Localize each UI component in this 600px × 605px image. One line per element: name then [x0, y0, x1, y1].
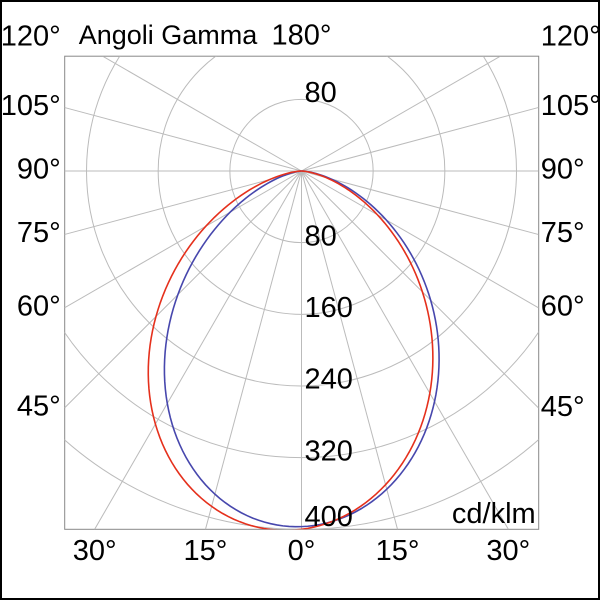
- svg-text:30°: 30°: [73, 535, 117, 567]
- svg-text:80: 80: [305, 220, 337, 252]
- svg-text:75°: 75°: [541, 217, 585, 249]
- svg-text:105°: 105°: [541, 90, 600, 122]
- svg-text:90°: 90°: [541, 154, 585, 186]
- svg-text:80: 80: [305, 77, 337, 109]
- svg-text:45°: 45°: [541, 391, 585, 423]
- svg-text:90°: 90°: [17, 154, 61, 186]
- svg-text:0°: 0°: [288, 535, 316, 567]
- svg-text:Angoli Gamma: Angoli Gamma: [79, 20, 259, 50]
- svg-text:15°: 15°: [376, 535, 420, 567]
- svg-text:75°: 75°: [17, 217, 61, 249]
- svg-text:240: 240: [305, 364, 353, 396]
- svg-text:45°: 45°: [17, 390, 61, 422]
- svg-text:15°: 15°: [184, 535, 228, 567]
- svg-text:120°: 120°: [1, 20, 61, 52]
- svg-text:30°: 30°: [486, 535, 530, 567]
- svg-text:320: 320: [305, 435, 353, 467]
- svg-text:160: 160: [305, 292, 353, 324]
- svg-text:60°: 60°: [17, 290, 61, 322]
- svg-text:105°: 105°: [1, 90, 61, 122]
- svg-text:60°: 60°: [541, 291, 585, 323]
- svg-text:120°: 120°: [541, 20, 600, 52]
- svg-text:400: 400: [305, 501, 353, 533]
- svg-text:cd/klm: cd/klm: [452, 498, 536, 530]
- svg-text:180°: 180°: [272, 20, 332, 52]
